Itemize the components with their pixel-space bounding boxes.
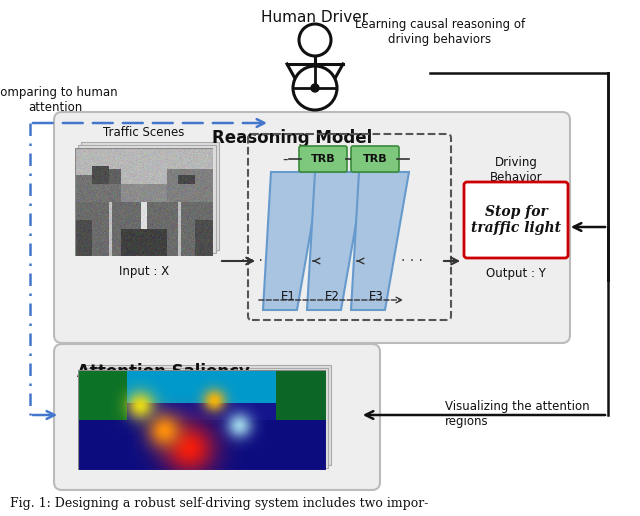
- Text: Learning causal reasoning of
driving behaviors: Learning causal reasoning of driving beh…: [355, 18, 525, 46]
- Circle shape: [293, 66, 337, 110]
- Text: · · ·: · · ·: [401, 254, 423, 268]
- Text: Stop for
traffic light: Stop for traffic light: [471, 205, 561, 235]
- Text: Comparing to human
attention: Comparing to human attention: [0, 86, 118, 114]
- Bar: [78, 145, 216, 253]
- Bar: [81, 142, 219, 250]
- Bar: [83, 365, 331, 465]
- Text: Reasoning Model: Reasoning Model: [212, 129, 372, 147]
- Text: Driving
Behavior: Driving Behavior: [490, 156, 542, 184]
- FancyBboxPatch shape: [299, 146, 347, 172]
- Text: Fig. 1: Designing a robust self-driving system includes two impor-: Fig. 1: Designing a robust self-driving …: [10, 496, 428, 509]
- Circle shape: [311, 84, 319, 92]
- Text: Human Driver: Human Driver: [261, 10, 369, 25]
- Text: E2: E2: [324, 289, 339, 302]
- FancyBboxPatch shape: [351, 146, 399, 172]
- FancyBboxPatch shape: [54, 112, 570, 343]
- Text: TRB: TRB: [310, 154, 335, 164]
- Polygon shape: [263, 172, 321, 310]
- Text: E1: E1: [280, 289, 296, 302]
- Polygon shape: [307, 172, 365, 310]
- Bar: [78, 370, 326, 470]
- Text: Input : X: Input : X: [119, 266, 169, 279]
- Text: Attention Saliency: Attention Saliency: [77, 363, 250, 381]
- Bar: [80, 368, 328, 468]
- Text: · · ·: · · ·: [241, 254, 263, 268]
- Text: TRB: TRB: [363, 154, 387, 164]
- FancyBboxPatch shape: [54, 344, 380, 490]
- Polygon shape: [351, 172, 409, 310]
- Text: E3: E3: [369, 289, 383, 302]
- FancyBboxPatch shape: [464, 182, 568, 258]
- Text: Traffic Scenes: Traffic Scenes: [103, 126, 185, 139]
- Bar: [75, 148, 213, 256]
- Circle shape: [299, 24, 331, 56]
- Text: Visualizing the attention
regions: Visualizing the attention regions: [445, 400, 589, 428]
- Text: Output : Y: Output : Y: [486, 266, 546, 280]
- Text: -: -: [282, 152, 288, 167]
